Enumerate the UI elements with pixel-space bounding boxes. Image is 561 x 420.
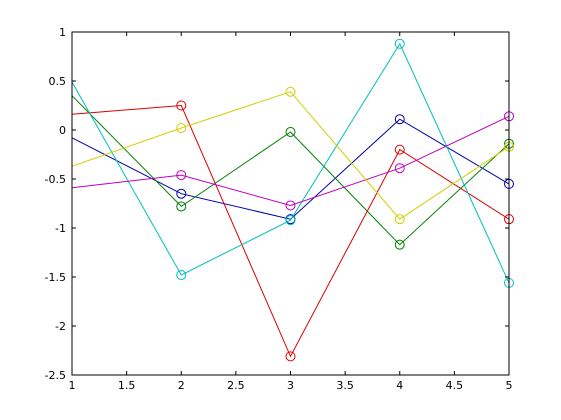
x-tick-label: 5: [506, 379, 513, 392]
x-tick-label: 4.5: [446, 379, 464, 392]
x-tick-label: 3.5: [336, 379, 354, 392]
series-line-1: [71, 118, 510, 220]
series-line-4: [71, 42, 510, 284]
y-tick-label: -1: [55, 222, 66, 235]
y-tick-label: 0: [59, 124, 66, 137]
series-3-point: [285, 351, 296, 362]
series-line-2: [71, 95, 510, 246]
x-tick-label: 4: [396, 379, 403, 392]
series-6-point: [394, 214, 405, 225]
series-3-point: [394, 144, 405, 155]
series-line-6: [71, 91, 510, 220]
series-5-point: [176, 170, 187, 181]
series-2-point: [285, 126, 296, 137]
series-line-3: [71, 104, 510, 358]
x-tick-label: 1: [69, 379, 76, 392]
series-6-point: [285, 86, 296, 97]
y-tick-label: 0.5: [49, 75, 67, 88]
x-tick-label: 2.5: [227, 379, 245, 392]
y-tick-label: -0.5: [45, 173, 66, 186]
series-3-point: [176, 100, 187, 111]
series-1-point: [394, 114, 405, 125]
x-tick-label: 2: [178, 379, 185, 392]
series-2-point: [176, 201, 187, 212]
y-tick-label: -2: [55, 320, 66, 333]
series-5-point: [285, 200, 296, 211]
x-tick-label: 1.5: [118, 379, 136, 392]
y-tick-label: -1.5: [45, 271, 66, 284]
x-tick-label: 3: [287, 379, 294, 392]
series-4-point: [176, 270, 187, 281]
series-6-point: [176, 123, 187, 134]
series-2-point: [394, 239, 405, 250]
y-tick-label: -2.5: [45, 369, 66, 382]
series-1-point: [176, 188, 187, 199]
series-line-5: [71, 115, 510, 207]
series-5-point: [394, 163, 405, 174]
y-tick-label: 1: [59, 26, 66, 39]
ticks-layer: 1 1.5 2 2.5 3 3.5 4 4.5 5 1 0.5 0 -0.5 -1 -1.5 -2 -2.5: [45, 26, 513, 392]
series-4-point: [394, 38, 405, 49]
series-4-point: [285, 215, 296, 226]
